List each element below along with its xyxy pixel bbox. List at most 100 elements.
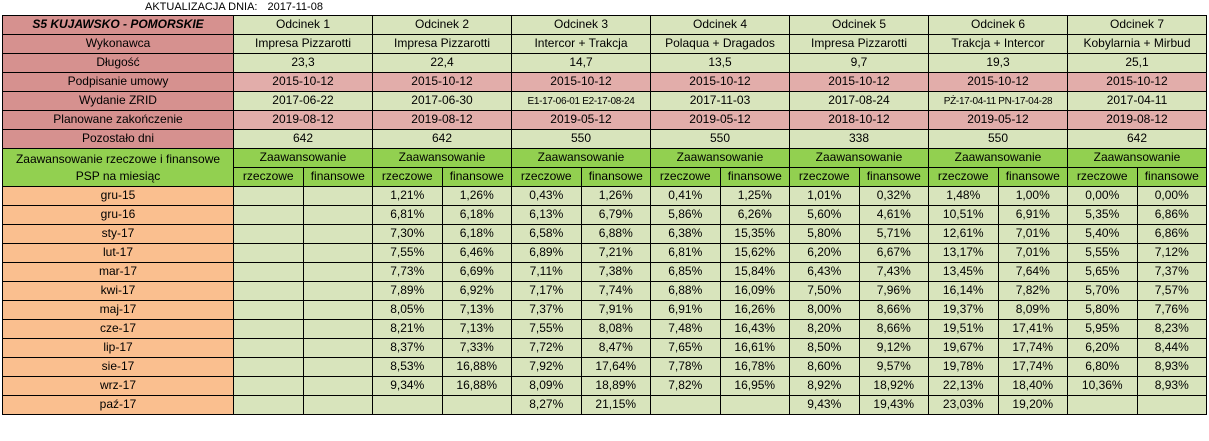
progress-table: S5 KUJAWSKO - POMORSKIE Odcinek 1 Odcinek … — [2, 15, 1207, 415]
value-cell — [719, 395, 790, 415]
value-cell — [302, 186, 373, 206]
month-label: wrz-17 — [2, 376, 234, 396]
progress-sub-header: finansowe — [1136, 167, 1207, 187]
value-cell: 8,66% — [858, 300, 929, 320]
info-cell: 338 — [789, 129, 929, 149]
value-cell: 17,64% — [580, 357, 651, 377]
month-label: maj-17 — [2, 300, 234, 320]
value-cell: 6,85% — [650, 262, 721, 282]
value-cell: 5,60% — [789, 205, 860, 225]
info-cell: 2015-10-12 — [233, 72, 373, 92]
month-label: kwi-17 — [2, 281, 234, 301]
info-cell: 2017-06-22 — [233, 91, 373, 111]
progress-sub-header: rzeczowe — [789, 167, 860, 187]
value-cell: 6,18% — [441, 224, 512, 244]
info-cell: E1-17-06-01 E2-17-08-24 — [511, 91, 651, 111]
value-cell: 7,89% — [372, 281, 443, 301]
value-cell — [302, 243, 373, 263]
value-cell: 4,61% — [858, 205, 929, 225]
value-cell: 5,80% — [1067, 300, 1138, 320]
info-cell: Impresa Pizzarotti — [233, 34, 373, 54]
value-cell: 1,01% — [789, 186, 860, 206]
info-cell: Kobylarnia + Mirbud — [1067, 34, 1207, 54]
value-cell — [1067, 395, 1138, 415]
value-cell — [302, 338, 373, 358]
value-cell — [302, 300, 373, 320]
value-cell: 7,57% — [1136, 281, 1207, 301]
row-label: Wykonawca — [2, 34, 234, 54]
value-cell: 7,55% — [511, 319, 582, 339]
value-cell — [233, 224, 304, 244]
info-cell: 2017-04-11 — [1067, 91, 1207, 111]
value-cell — [302, 376, 373, 396]
info-cell: 2019-08-12 — [233, 110, 373, 130]
value-cell: 16,43% — [719, 319, 790, 339]
value-cell: 7,30% — [372, 224, 443, 244]
progress-sub-header: finansowe — [441, 167, 512, 187]
value-cell: 16,88% — [441, 376, 512, 396]
value-cell: 6,86% — [1136, 205, 1207, 225]
progress-sub-header: rzeczowe — [511, 167, 582, 187]
info-cell: 2015-10-12 — [928, 72, 1068, 92]
info-cell: Intercor + Trakcja — [511, 34, 651, 54]
value-cell: 0,41% — [650, 186, 721, 206]
info-cell: Impresa Pizzarotti — [789, 34, 929, 54]
value-cell: 6,92% — [441, 281, 512, 301]
info-cell: 642 — [1067, 129, 1207, 149]
value-cell: 7,72% — [511, 338, 582, 358]
value-cell: 6,38% — [650, 224, 721, 244]
value-cell — [302, 357, 373, 377]
update-note-date: 2017-11-08 — [267, 1, 323, 13]
value-cell: 7,96% — [858, 281, 929, 301]
value-cell: 7,37% — [1136, 262, 1207, 282]
info-cell: 2019-08-12 — [1067, 110, 1207, 130]
info-cell: 2015-10-12 — [650, 72, 790, 92]
value-cell: 7,43% — [858, 262, 929, 282]
info-cell: 550 — [928, 129, 1068, 149]
info-cell: 2015-10-12 — [1067, 72, 1207, 92]
section-header-5: Odcinek 5 — [789, 15, 929, 35]
info-cell: 550 — [511, 129, 651, 149]
value-cell: 23,03% — [928, 395, 999, 415]
value-cell: 6,89% — [511, 243, 582, 263]
progress-group-header: Zaawansowanie — [928, 148, 1068, 168]
progress-group-header: Zaawansowanie — [789, 148, 929, 168]
month-label: paź-17 — [2, 395, 234, 415]
value-cell: 7,01% — [997, 224, 1068, 244]
value-cell: 7,48% — [650, 319, 721, 339]
value-cell: 16,78% — [719, 357, 790, 377]
value-cell: 8,20% — [789, 319, 860, 339]
value-cell — [1136, 395, 1207, 415]
value-cell: 7,38% — [580, 262, 651, 282]
value-cell: 16,95% — [719, 376, 790, 396]
info-cell: 2018-10-12 — [789, 110, 929, 130]
section-header-1: Odcinek 1 — [233, 15, 373, 35]
value-cell: 0,32% — [858, 186, 929, 206]
value-cell: 6,58% — [511, 224, 582, 244]
value-cell — [302, 262, 373, 282]
info-cell: 2017-08-24 — [789, 91, 929, 111]
info-cell: 2019-05-12 — [650, 110, 790, 130]
value-cell: 19,78% — [928, 357, 999, 377]
value-cell: 7,01% — [997, 243, 1068, 263]
value-cell: 8,00% — [789, 300, 860, 320]
value-cell: 18,40% — [997, 376, 1068, 396]
value-cell: 7,33% — [441, 338, 512, 358]
value-cell — [302, 205, 373, 225]
progress-sub-header: rzeczowe — [650, 167, 721, 187]
value-cell — [233, 186, 304, 206]
value-cell: 19,51% — [928, 319, 999, 339]
section-header-3: Odcinek 3 — [511, 15, 651, 35]
value-cell — [233, 395, 304, 415]
value-cell: 1,26% — [441, 186, 512, 206]
value-cell: 8,93% — [1136, 357, 1207, 377]
value-cell: 6,20% — [789, 243, 860, 263]
info-cell: Trakcja + Intercor — [928, 34, 1068, 54]
value-cell: 19,37% — [928, 300, 999, 320]
value-cell: 6,18% — [441, 205, 512, 225]
progress-sub-header: finansowe — [997, 167, 1068, 187]
value-cell: 6,81% — [372, 205, 443, 225]
value-cell: 5,95% — [1067, 319, 1138, 339]
value-cell: 19,43% — [858, 395, 929, 415]
info-cell: 13,5 — [650, 53, 790, 73]
